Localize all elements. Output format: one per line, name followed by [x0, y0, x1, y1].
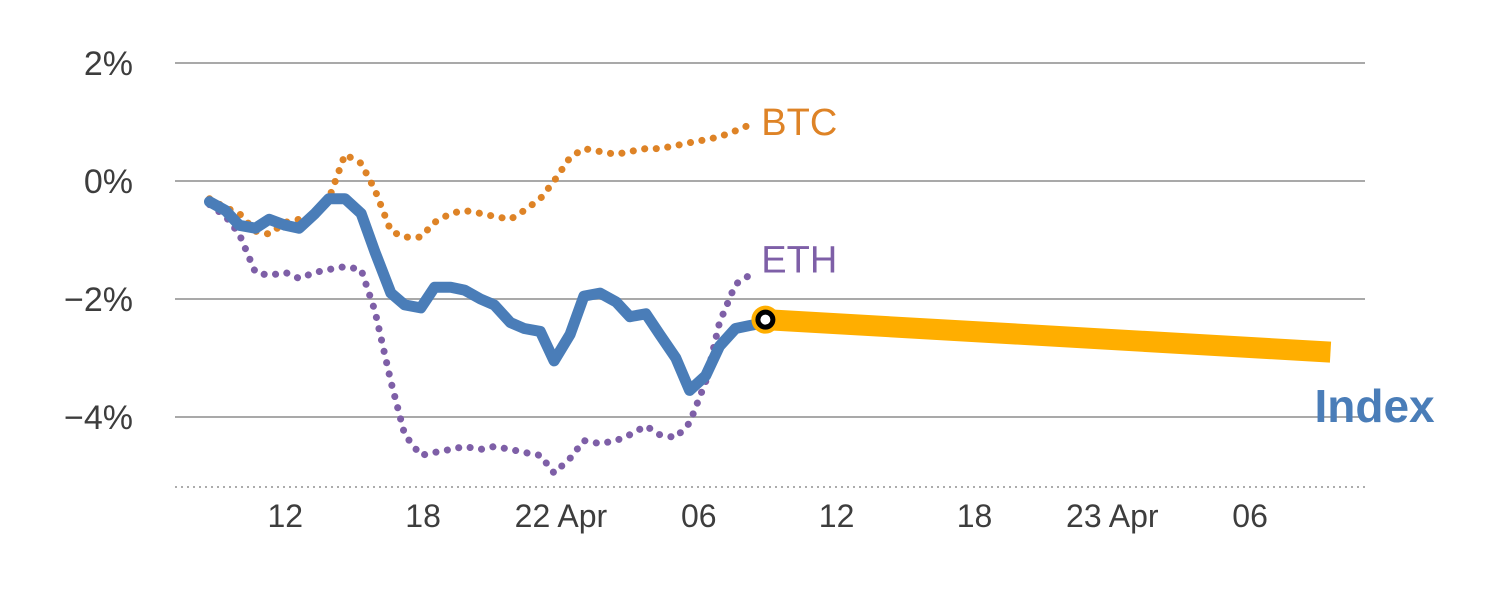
index-series-line	[204, 193, 771, 396]
x-axis-tick-label: 23 Apr	[1066, 498, 1159, 534]
index-forecast-band	[764, 309, 1332, 363]
btc-series-line	[206, 121, 753, 241]
x-axis-tick-label: 18	[405, 498, 441, 534]
x-axis-tick-label: 12	[268, 498, 304, 534]
eth-series-label: ETH	[761, 239, 837, 281]
x-axis-tick-label: 12	[819, 498, 855, 534]
x-axis-labels: 12 18 22 Apr 06 12 18 23 Apr 06	[268, 498, 1268, 534]
y-axis-tick-label: 2%	[84, 45, 133, 83]
x-axis-tick-label: 22 Apr	[515, 498, 608, 534]
y-axis-tick-label: −4%	[64, 399, 133, 437]
btc-series-label: BTC	[761, 102, 837, 144]
y-axis-tick-label: 0%	[84, 163, 133, 201]
x-axis-tick-label: 18	[957, 498, 993, 534]
eth-series-line	[206, 201, 753, 479]
y-axis-tick-label: −2%	[64, 281, 133, 319]
x-axis-tick-label: 06	[1232, 498, 1268, 534]
marker-ring-icon	[755, 309, 776, 330]
y-grid-and-labels: 2% 0% −2% −4%	[64, 45, 1365, 437]
index-series-label: Index	[1315, 380, 1436, 432]
x-axis-tick-label: 06	[681, 498, 717, 534]
current-value-marker	[751, 305, 780, 334]
